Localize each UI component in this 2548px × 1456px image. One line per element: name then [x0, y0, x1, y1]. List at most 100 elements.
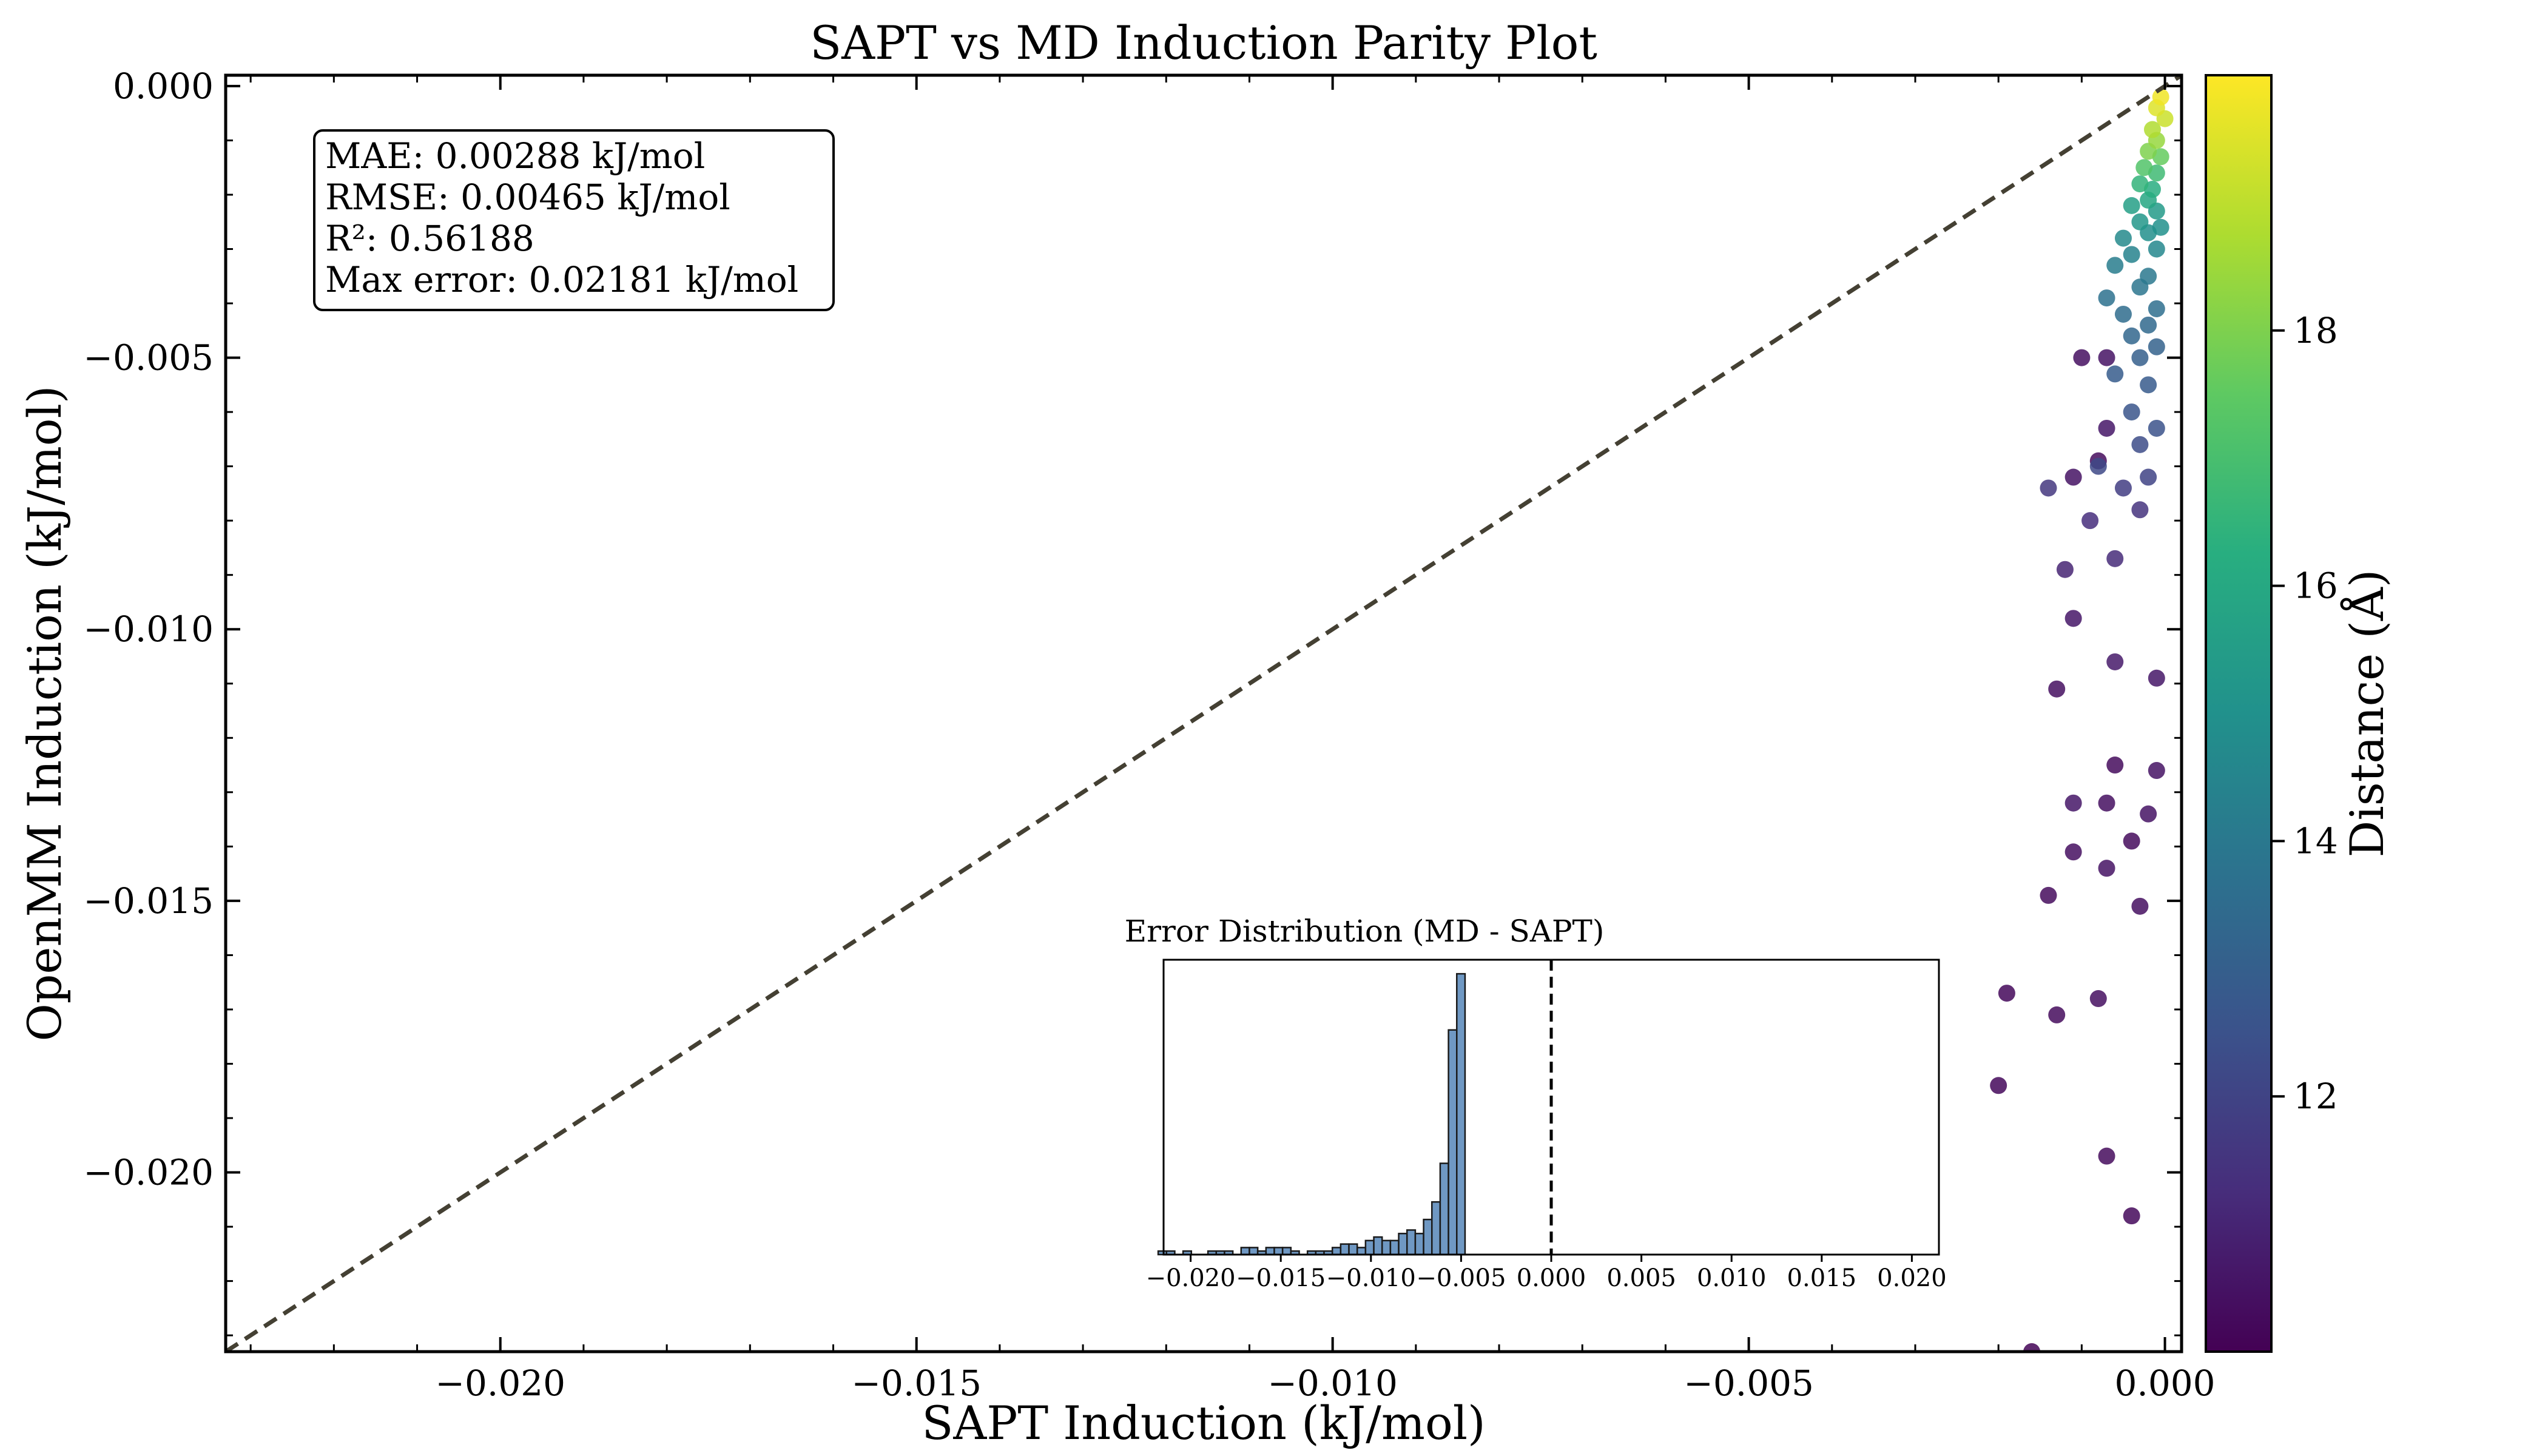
- scatter-point: [2140, 805, 2157, 823]
- y-tick-label: −0.020: [83, 1152, 214, 1193]
- scatter-point: [2073, 349, 2091, 366]
- inset-x-tick-label: 0.020: [1877, 1264, 1947, 1292]
- scatter-point: [2106, 550, 2124, 567]
- histogram-bar: [1414, 1233, 1424, 1256]
- scatter-point: [2040, 886, 2057, 904]
- x-tick-label: −0.020: [435, 1363, 565, 1404]
- scatter-point: [2040, 479, 2057, 497]
- scatter-point: [2089, 457, 2107, 475]
- histogram-bar: [1240, 1247, 1250, 1256]
- inset-x-tick-label: −0.010: [1326, 1264, 1416, 1292]
- histogram-bar: [1456, 972, 1466, 1256]
- scatter-point: [2106, 257, 2124, 274]
- scatter-point: [2131, 897, 2149, 915]
- y-tick-label: −0.005: [83, 337, 214, 379]
- y-tick-label: 0.000: [113, 66, 214, 107]
- chart-title: SAPT vs MD Induction Parity Plot: [810, 16, 1597, 70]
- colorbar-tick-label: 16: [2293, 565, 2338, 607]
- colorbar-tick-label: 18: [2293, 310, 2338, 351]
- scatter-point: [2140, 468, 2157, 486]
- scatter-point: [2152, 88, 2169, 106]
- scatter-point: [2064, 610, 2082, 627]
- y-axis-label: OpenMM Induction (kJ/mol): [18, 385, 72, 1041]
- histogram-bar: [1356, 1247, 1367, 1256]
- scatter-points: [1990, 88, 2174, 1352]
- scatter-point: [2143, 121, 2161, 138]
- scatter-point: [2023, 1343, 2041, 1352]
- scatter-point: [2098, 349, 2115, 366]
- histogram-bar: [1423, 1218, 1433, 1256]
- colorbar-ticks: 12 14 16 18: [2271, 310, 2338, 1117]
- stats-box-frame: [313, 129, 835, 311]
- stats-r2: R²: 0.56188: [325, 218, 534, 259]
- scatter-point: [2098, 860, 2115, 877]
- inset-x-tick-label: −0.020: [1146, 1264, 1236, 1292]
- scatter-point: [2152, 218, 2169, 236]
- histogram-bars: [1157, 960, 1553, 1256]
- x-tick-label: 0.000: [2115, 1363, 2216, 1404]
- histogram-bar: [1273, 1247, 1284, 1256]
- stats-max-error: Max error: 0.02181 kJ/mol: [325, 259, 798, 300]
- scatter-point: [2123, 403, 2140, 421]
- inset-x-tick-label: −0.005: [1416, 1264, 1506, 1292]
- histogram-bar: [1340, 1243, 1350, 1256]
- scatter-point: [2098, 289, 2115, 307]
- histogram-bar: [1265, 1247, 1275, 1256]
- scatter-point: [2140, 376, 2157, 394]
- y-tick-label: −0.015: [83, 880, 214, 922]
- histogram-bar: [1364, 1239, 1375, 1256]
- inset-frame: [1162, 959, 1940, 1256]
- histogram-bar: [1281, 1247, 1292, 1256]
- scatter-point: [2148, 669, 2165, 687]
- histogram-bar: [1381, 1239, 1392, 1256]
- scatter-point: [2123, 246, 2140, 263]
- colorbar-tick-label: 14: [2293, 820, 2338, 861]
- scatter-point: [2098, 794, 2115, 812]
- inset-x-tick-label: −0.015: [1236, 1264, 1326, 1292]
- scatter-point: [2089, 990, 2107, 1008]
- scatter-point: [2098, 419, 2115, 437]
- parity-line: [226, 75, 2182, 1352]
- scatter-point: [2048, 680, 2066, 698]
- x-tick-label: −0.010: [1267, 1363, 1398, 1404]
- scatter-point: [2114, 305, 2132, 323]
- inset-x-tick-label: 0.000: [1517, 1264, 1586, 1292]
- inset-x-tick-label: 0.015: [1787, 1264, 1857, 1292]
- inset-axis-ticks: −0.020 −0.015 −0.010 −0.005 0.000 0.005 0.010 0…: [1146, 1255, 1947, 1292]
- scatter-point: [2131, 213, 2149, 231]
- scatter-point: [2114, 479, 2132, 497]
- scatter-point: [2148, 762, 2165, 780]
- scatter-point: [2135, 159, 2153, 177]
- x-axis-label: SAPT Induction (kJ/mol): [922, 1396, 1485, 1450]
- scatter-point: [2140, 268, 2157, 285]
- scatter-point: [2106, 653, 2124, 670]
- x-tick-label: −0.015: [851, 1363, 982, 1404]
- scatter-point: [2148, 338, 2165, 356]
- scatter-point: [2064, 468, 2082, 486]
- scatter-point: [2123, 1207, 2140, 1225]
- stats-rmse: RMSE: 0.00465 kJ/mol: [325, 177, 730, 218]
- colorbar-gradient: [2205, 74, 2273, 1353]
- scatter-point: [2140, 316, 2157, 334]
- histogram-bar: [1331, 1247, 1342, 1256]
- histogram-bar: [1448, 1029, 1458, 1256]
- histogram-bar: [1398, 1233, 1408, 1256]
- scatter-point: [2056, 561, 2074, 578]
- main-axis-ticks: −0.020 −0.015 −0.010 −0.005 0.0000.000−0.005…: [83, 66, 2215, 1404]
- stats-box: MAE: 0.00288 kJ/mol RMSE: 0.00465 kJ/mol…: [313, 129, 835, 311]
- scatter-point: [2148, 419, 2165, 437]
- scatter-point: [2106, 757, 2124, 774]
- histogram-bar: [1249, 1247, 1259, 1256]
- scatter-point: [2148, 300, 2165, 317]
- inset-title: Error Distribution (MD - SAPT): [1125, 914, 1605, 949]
- inset-histogram: Error Distribution (MD - SAPT) −0.020 −0.…: [1125, 914, 1947, 1292]
- scatter-point: [2123, 197, 2140, 214]
- colorbar-tick-label: 12: [2293, 1076, 2338, 1117]
- scatter-point: [1990, 1077, 2007, 1094]
- histogram-bar: [1439, 1162, 1449, 1256]
- scatter-point: [1998, 985, 2015, 1002]
- stats-mae: MAE: 0.00288 kJ/mol: [325, 135, 705, 177]
- scatter-point: [2064, 843, 2082, 861]
- scatter-point: [2131, 349, 2149, 366]
